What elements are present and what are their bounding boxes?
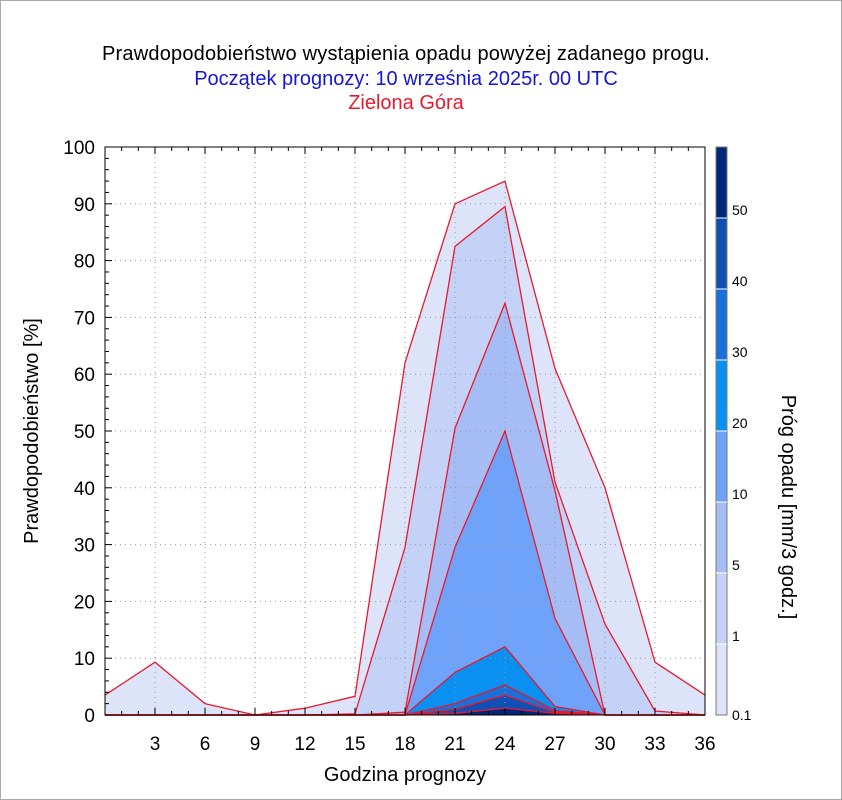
colorbar-segment-1 — [716, 573, 727, 644]
outline-threshold-0.1 — [104, 180, 706, 716]
tick-labels: 3 6 9 12 15 18 21 24 27 30 33 360102030405060708090… — [63, 138, 715, 755]
axes — [104, 146, 706, 716]
y-tick-label: 50 — [74, 422, 95, 443]
y-tick-label: 0 — [84, 706, 95, 727]
colorbar-label: 10 — [732, 486, 748, 502]
location-subtitle: Zielona Góra — [348, 92, 464, 114]
colorbar-label: 1 — [732, 628, 740, 644]
forecast-start-subtitle: Początek prognozy: 10 września 2025r. 00… — [194, 68, 618, 90]
x-tick-label: 27 — [544, 734, 565, 755]
colorbar-segment-40 — [716, 218, 727, 289]
colorbar-label: 50 — [732, 202, 748, 218]
x-tick-label: 9 — [250, 734, 261, 755]
colorbar-segment-10 — [716, 431, 727, 502]
colorbar-segment-0.1 — [716, 644, 727, 715]
x-tick-label: 21 — [444, 734, 465, 755]
y-axis-title: Prawdopodobieństwo [%] — [21, 318, 43, 544]
colorbar-label: 0.1 — [732, 707, 752, 723]
area-threshold-10 — [105, 431, 705, 715]
probability-areas — [105, 181, 705, 716]
x-tick-label: 3 — [150, 734, 161, 755]
x-axis-title: Godzina prognozy — [324, 764, 486, 786]
x-tick-label: 24 — [494, 734, 516, 755]
x-tick-label: 15 — [344, 734, 365, 755]
y-tick-label: 80 — [74, 252, 95, 273]
x-tick-label: 18 — [394, 734, 415, 755]
colorbar-label: 5 — [732, 557, 740, 573]
x-tick-label: 12 — [294, 734, 315, 755]
y-tick-label: 10 — [74, 649, 95, 670]
colorbar-label: 40 — [732, 273, 748, 289]
colorbar-segment-5 — [716, 502, 727, 573]
colorbar-segment-50 — [716, 147, 727, 218]
y-tick-label: 90 — [74, 195, 95, 216]
x-tick-label: 33 — [644, 734, 665, 755]
y-tick-label: 20 — [74, 592, 95, 613]
x-tick-label: 30 — [594, 734, 615, 755]
y-tick-label: 100 — [63, 138, 95, 159]
colorbar-segment-20 — [716, 360, 727, 431]
y-tick-label: 30 — [74, 536, 95, 557]
grid-lines — [105, 147, 705, 715]
chart-title: Prawdopodobieństwo wystąpienia opadu pow… — [102, 43, 710, 65]
colorbar: 0.1 1 5 10 20 30 40 50 — [715, 146, 752, 723]
y-tick-label: 70 — [74, 308, 95, 329]
x-tick-label: 6 — [200, 734, 211, 755]
colorbar-label: 20 — [732, 415, 748, 431]
colorbar-segment-30 — [716, 289, 727, 360]
y-tick-label: 60 — [74, 365, 95, 386]
x-tick-label: 36 — [694, 734, 715, 755]
y-tick-label: 40 — [74, 479, 95, 500]
colorbar-title: Próg opadu [mm/3 godz.] — [777, 395, 799, 620]
colorbar-label: 30 — [732, 344, 748, 360]
